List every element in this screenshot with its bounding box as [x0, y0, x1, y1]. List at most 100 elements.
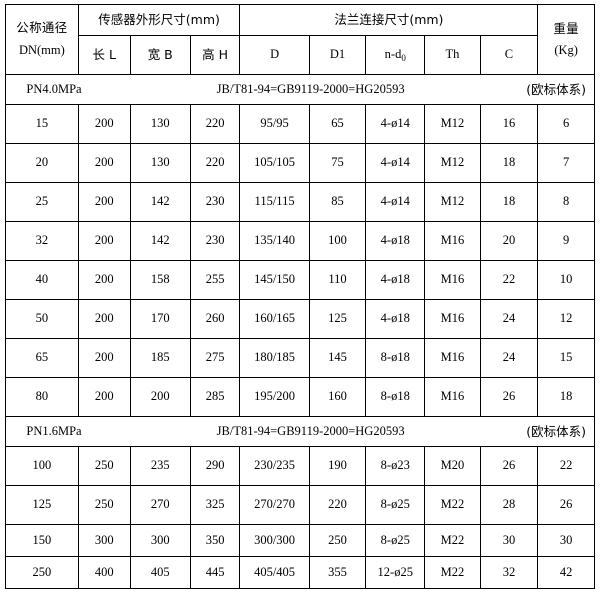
cell-c: 18: [479, 143, 539, 183]
cell-height: 255: [189, 260, 241, 300]
cell-d1: 100: [308, 221, 367, 261]
cell-width: 130: [129, 104, 191, 144]
cell-width: 170: [129, 299, 191, 339]
cell-weight: 22: [537, 446, 595, 486]
cell-height: 230: [189, 221, 241, 261]
cell-length: 200: [77, 260, 131, 300]
cell-height: 325: [189, 485, 241, 525]
header-weight-line1: 重量: [553, 20, 579, 36]
cell-height: 275: [189, 338, 241, 378]
table-header: 公称通径 DN(mm) 传感器外形尺寸(mm) 法兰连接尺寸(mm) 重量 (K…: [5, 4, 595, 75]
cell-height: 445: [189, 556, 241, 589]
cell-height: 220: [189, 143, 241, 183]
standard-system-note: (欧标体系): [526, 423, 586, 439]
pressure-rating-label: PN4.0MPa: [26, 81, 82, 96]
cell-n-d0: 4-ø14: [365, 182, 426, 222]
cell-d: 95/95: [239, 104, 310, 144]
cell-weight: 15: [537, 338, 595, 378]
table-row: 40 200 158 255 145/150 110 4-ø18 M16 22 10: [5, 260, 595, 300]
cell-length: 200: [77, 143, 131, 183]
table-row: 250 400 405 445 405/405 355 12-ø25 M22 32 42: [5, 556, 595, 589]
cell-th: M16: [424, 260, 481, 300]
table-body: PN4.0MPa JB/T81-94=GB9119-2000=HG20593 (欧标…: [5, 74, 595, 589]
cell-d: 145/150: [239, 260, 310, 300]
cell-n-d0: 8-ø18: [365, 377, 426, 417]
cell-d: 135/140: [239, 221, 310, 261]
table-row: 80 200 200 285 195/200 160 8-ø18 M16 26 18: [5, 377, 595, 417]
header-weight-line2: (Kg): [554, 42, 578, 57]
header-col-d: D: [239, 35, 310, 75]
cell-weight: 12: [537, 299, 595, 339]
cell-d: 405/405: [239, 556, 310, 589]
cell-width: 142: [129, 221, 191, 261]
table-row: 32 200 142 230 135/140 100 4-ø18 M16 20 9: [5, 221, 595, 261]
cell-d: 115/115: [239, 182, 310, 222]
cell-n-d0: 8-ø25: [365, 485, 426, 525]
header-col-d1: D1: [308, 35, 367, 75]
cell-th: M22: [424, 556, 481, 589]
cell-dn: 15: [5, 104, 79, 144]
header-column-row: 长 L 宽 B 高 H D D1 n-d0 Th C: [6, 35, 595, 75]
cell-d: 180/185: [239, 338, 310, 378]
cell-th: M20: [424, 446, 481, 486]
cell-width: 130: [129, 143, 191, 183]
cell-height: 290: [189, 446, 241, 486]
header-group-flange-dimensions: 法兰连接尺寸(mm): [239, 4, 539, 36]
table-row: 50 200 170 260 160/165 125 4-ø18 M16 24 12: [5, 299, 595, 339]
cell-weight: 8: [537, 182, 595, 222]
cell-n-d0: 4-ø18: [365, 260, 426, 300]
cell-d: 195/200: [239, 377, 310, 417]
cell-c: 28: [479, 485, 539, 525]
header-col-width: 宽 B: [129, 35, 191, 75]
cell-length: 200: [77, 377, 131, 417]
header-weight: 重量 (Kg): [537, 4, 595, 75]
header-n-d0-subscript: 0: [401, 53, 406, 64]
cell-c: 24: [479, 299, 539, 339]
cell-d: 105/105: [239, 143, 310, 183]
cell-n-d0: 8-ø23: [365, 446, 426, 486]
cell-n-d0: 4-ø14: [365, 104, 426, 144]
header-group-sensor-dimensions: 传感器外形尺寸(mm): [77, 4, 241, 36]
cell-d: 270/270: [239, 485, 310, 525]
cell-weight: 10: [537, 260, 595, 300]
cell-height: 230: [189, 182, 241, 222]
cell-weight: 30: [537, 524, 595, 557]
cell-th: M16: [424, 299, 481, 339]
cell-d: 300/300: [239, 524, 310, 557]
cell-length: 200: [77, 221, 131, 261]
cell-d1: 75: [308, 143, 367, 183]
cell-d1: 125: [308, 299, 367, 339]
cell-dn: 125: [5, 485, 79, 525]
cell-width: 235: [129, 446, 191, 486]
cell-width: 405: [129, 556, 191, 589]
standard-code-label: JB/T81-94=GB9119-2000=HG20593: [216, 423, 405, 438]
cell-th: M12: [424, 143, 481, 183]
cell-length: 200: [77, 338, 131, 378]
header-col-height: 高 H: [189, 35, 241, 75]
cell-th: M22: [424, 524, 481, 557]
header-col-c: C: [479, 35, 539, 75]
cell-d1: 110: [308, 260, 367, 300]
header-col-th: Th: [424, 35, 481, 75]
table-row: 65 200 185 275 180/185 145 8-ø18 M16 24 15: [5, 338, 595, 378]
cell-weight: 18: [537, 377, 595, 417]
cell-d1: 160: [308, 377, 367, 417]
cell-dn: 50: [5, 299, 79, 339]
cell-dn: 25: [5, 182, 79, 222]
cell-dn: 40: [5, 260, 79, 300]
standards-row: PN1.6MPa JB/T81-94=GB9119-2000=HG20593 (欧标…: [5, 416, 595, 447]
cell-width: 185: [129, 338, 191, 378]
cell-c: 26: [479, 377, 539, 417]
cell-c: 16: [479, 104, 539, 144]
table-row: 150 300 300 350 300/300 250 8-ø25 M22 30 30: [5, 524, 595, 557]
cell-width: 158: [129, 260, 191, 300]
cell-d: 230/235: [239, 446, 310, 486]
table-row: 20 200 130 220 105/105 75 4-ø14 M12 18 7: [5, 143, 595, 183]
cell-dn: 100: [5, 446, 79, 486]
cell-weight: 26: [537, 485, 595, 525]
cell-width: 142: [129, 182, 191, 222]
standards-row: PN4.0MPa JB/T81-94=GB9119-2000=HG20593 (欧标…: [5, 74, 595, 105]
cell-d: 160/165: [239, 299, 310, 339]
header-n-d0-text: n-d: [384, 47, 402, 62]
cell-d1: 65: [308, 104, 367, 144]
